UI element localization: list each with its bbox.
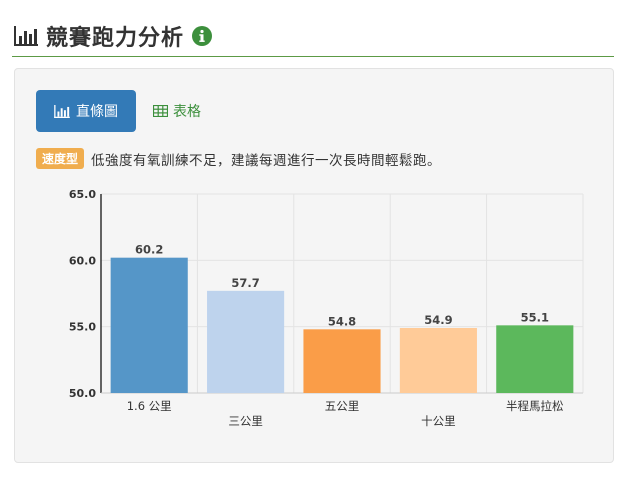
section-header: 競賽跑力分析 — [14, 18, 213, 54]
hint-text: 低強度有氧訓練不足，建議每週進行一次長時間輕鬆跑。 — [91, 152, 442, 169]
bar-chart-icon — [14, 26, 38, 46]
x-tick-label: 五公里 — [325, 399, 360, 413]
bar — [207, 290, 285, 393]
bar-chart-icon — [54, 104, 70, 118]
y-tick-label: 65.0 — [69, 188, 96, 201]
data-label: 60.2 — [135, 243, 163, 257]
x-tick-label: 三公里 — [228, 414, 263, 428]
bar-chart-tab-button[interactable]: 直條圖 — [36, 90, 136, 132]
analysis-hint: 速度型 低強度有氧訓練不足，建議每週進行一次長時間輕鬆跑。 — [36, 148, 441, 169]
x-tick-label: 十公里 — [421, 414, 456, 428]
status-badge: 速度型 — [36, 148, 85, 169]
bar-chart-tab-label: 直條圖 — [76, 104, 118, 120]
data-label: 54.9 — [424, 313, 452, 327]
data-label: 57.7 — [231, 276, 259, 290]
bar — [110, 257, 188, 393]
data-label: 54.8 — [328, 314, 356, 328]
table-tab-button[interactable]: 表格 — [153, 90, 201, 132]
bar-chart: 50.0 55.0 60.0 65.0 60.2 1.6 公里 57.7 三公里 54.8 五公里… — [69, 188, 584, 428]
chart-panel: 直條圖 表格 速度型 低強度有氧訓練不足，建議每週進行一次長時間輕鬆跑。 50.… — [14, 68, 614, 463]
x-tick-label: 半程馬拉松 — [506, 399, 564, 413]
info-icon[interactable] — [192, 26, 213, 46]
bar — [399, 327, 477, 393]
table-tab-label: 表格 — [173, 104, 201, 120]
y-tick-label: 60.0 — [69, 254, 96, 267]
y-tick-label: 50.0 — [69, 387, 96, 400]
data-label: 55.1 — [521, 310, 549, 324]
page-title: 競賽跑力分析 — [46, 26, 185, 51]
header-divider — [12, 56, 614, 57]
bar — [303, 329, 381, 393]
x-tick-label: 1.6 公里 — [127, 399, 172, 413]
table-icon — [153, 105, 168, 117]
y-tick-label: 55.0 — [69, 321, 96, 334]
bar — [496, 325, 574, 393]
